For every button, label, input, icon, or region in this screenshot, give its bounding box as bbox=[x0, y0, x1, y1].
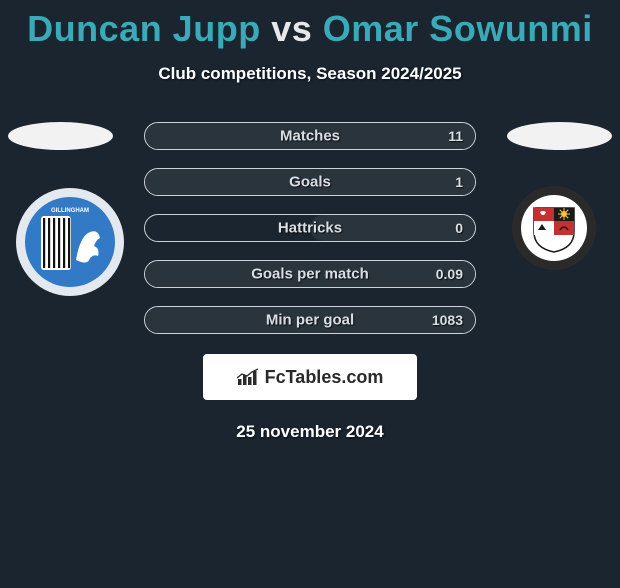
player2-avatar-placeholder bbox=[507, 122, 612, 150]
stat-label: Min per goal bbox=[266, 312, 354, 329]
stat-value-right: 1 bbox=[455, 174, 463, 190]
branding-text: FcTables.com bbox=[265, 367, 384, 388]
stat-row: Min per goal 1083 bbox=[144, 306, 476, 334]
subtitle: Club competitions, Season 2024/2025 bbox=[0, 64, 620, 84]
stat-value-right: 11 bbox=[448, 128, 463, 144]
stat-label: Goals per match bbox=[251, 266, 369, 283]
vs-text: vs bbox=[271, 8, 312, 49]
stat-value-right: 1083 bbox=[432, 312, 463, 328]
stat-row: Hattricks 0 bbox=[144, 214, 476, 242]
stat-label: Hattricks bbox=[278, 220, 342, 237]
stat-label: Matches bbox=[280, 128, 340, 145]
player1-club-crest: GILLINGHAM bbox=[16, 188, 124, 296]
stat-value-right: 0.09 bbox=[436, 266, 463, 282]
stat-label: Goals bbox=[289, 174, 331, 191]
svg-text:GILLINGHAM: GILLINGHAM bbox=[51, 208, 89, 214]
player2-club-crest: BROMLEY · FC bbox=[512, 186, 596, 270]
content-area: GILLINGHAM BROMLEY · FC Matches 11 Goals 1 H… bbox=[0, 122, 620, 442]
player1-avatar-placeholder bbox=[8, 122, 113, 150]
stat-row: Goals per match 0.09 bbox=[144, 260, 476, 288]
player2-name: Omar Sowunmi bbox=[323, 8, 593, 49]
generated-date: 25 november 2024 bbox=[0, 422, 620, 442]
stats-list: Matches 11 Goals 1 Hattricks 0 Goals per match… bbox=[144, 122, 476, 334]
stat-value-right: 0 bbox=[455, 220, 463, 236]
comparison-title: Duncan Jupp vs Omar Sowunmi bbox=[0, 8, 620, 50]
player1-name: Duncan Jupp bbox=[27, 8, 261, 49]
bar-chart-icon bbox=[237, 368, 259, 386]
stat-row: Matches 11 bbox=[144, 122, 476, 150]
stat-row: Goals 1 bbox=[144, 168, 476, 196]
branding-box: FcTables.com bbox=[203, 354, 417, 400]
